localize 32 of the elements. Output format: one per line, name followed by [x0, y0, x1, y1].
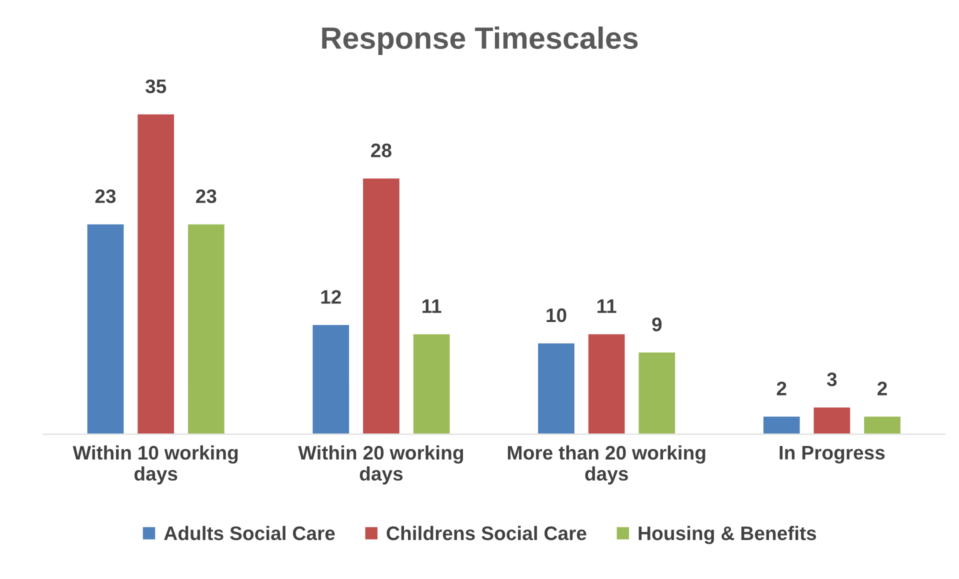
x-tick-label: Within 20 working days	[298, 445, 463, 485]
data-label: 23	[95, 189, 116, 204]
bar	[637, 351, 676, 434]
data-label: 2	[776, 382, 786, 396]
data-label: 12	[321, 290, 341, 304]
x-tick-label: In Progress	[780, 446, 885, 464]
legend-label: Adults Social Care	[164, 526, 335, 540]
bar	[136, 113, 176, 434]
bar	[812, 406, 852, 434]
bar	[762, 415, 802, 434]
data-label: 3	[826, 372, 837, 386]
legend-label: Housing & Benefits	[638, 526, 816, 544]
bar	[862, 415, 902, 434]
data-label: 9	[652, 318, 662, 332]
data-label: 11	[598, 299, 616, 313]
data-label: 11	[422, 299, 442, 313]
bar	[362, 177, 401, 434]
bar	[587, 332, 626, 434]
legend-label: Childrens Social Care	[386, 526, 586, 540]
data-label: 35	[145, 79, 166, 94]
bar	[186, 222, 226, 434]
x-tick-label: Within 10 working days	[72, 445, 238, 485]
bar	[86, 222, 126, 434]
x-tick-label: More than 20 working days	[508, 445, 706, 485]
bar	[536, 342, 576, 434]
bar	[412, 332, 452, 434]
data-label: 28	[371, 144, 392, 158]
data-label: 10	[546, 308, 566, 322]
data-label: 2	[878, 382, 887, 396]
chart-title: Response Timescales	[322, 26, 638, 56]
data-label: 23	[196, 189, 216, 204]
bar	[311, 324, 350, 434]
